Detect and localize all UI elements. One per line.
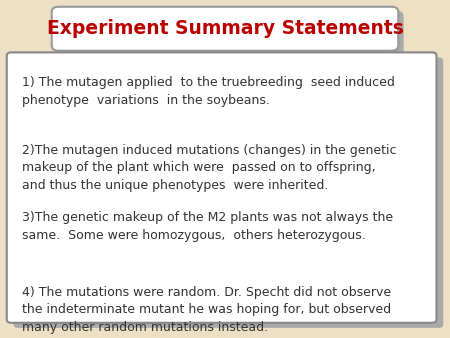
FancyBboxPatch shape: [57, 11, 404, 55]
FancyBboxPatch shape: [52, 7, 398, 51]
FancyBboxPatch shape: [14, 57, 443, 328]
Text: 4) The mutations were random. Dr. Specht did not observe
the indeterminate mutan: 4) The mutations were random. Dr. Specht…: [22, 286, 391, 334]
Text: 1) The mutagen applied  to the truebreeding  seed induced
phenotype  variations : 1) The mutagen applied to the truebreedi…: [22, 76, 395, 106]
FancyBboxPatch shape: [7, 52, 436, 323]
Text: 3)The genetic makeup of the M2 plants was not always the
same.  Some were homozy: 3)The genetic makeup of the M2 plants wa…: [22, 211, 393, 242]
Text: Experiment Summary Statements: Experiment Summary Statements: [46, 19, 404, 38]
Text: 2)The mutagen induced mutations (changes) in the genetic
makeup of the plant whi: 2)The mutagen induced mutations (changes…: [22, 144, 396, 192]
